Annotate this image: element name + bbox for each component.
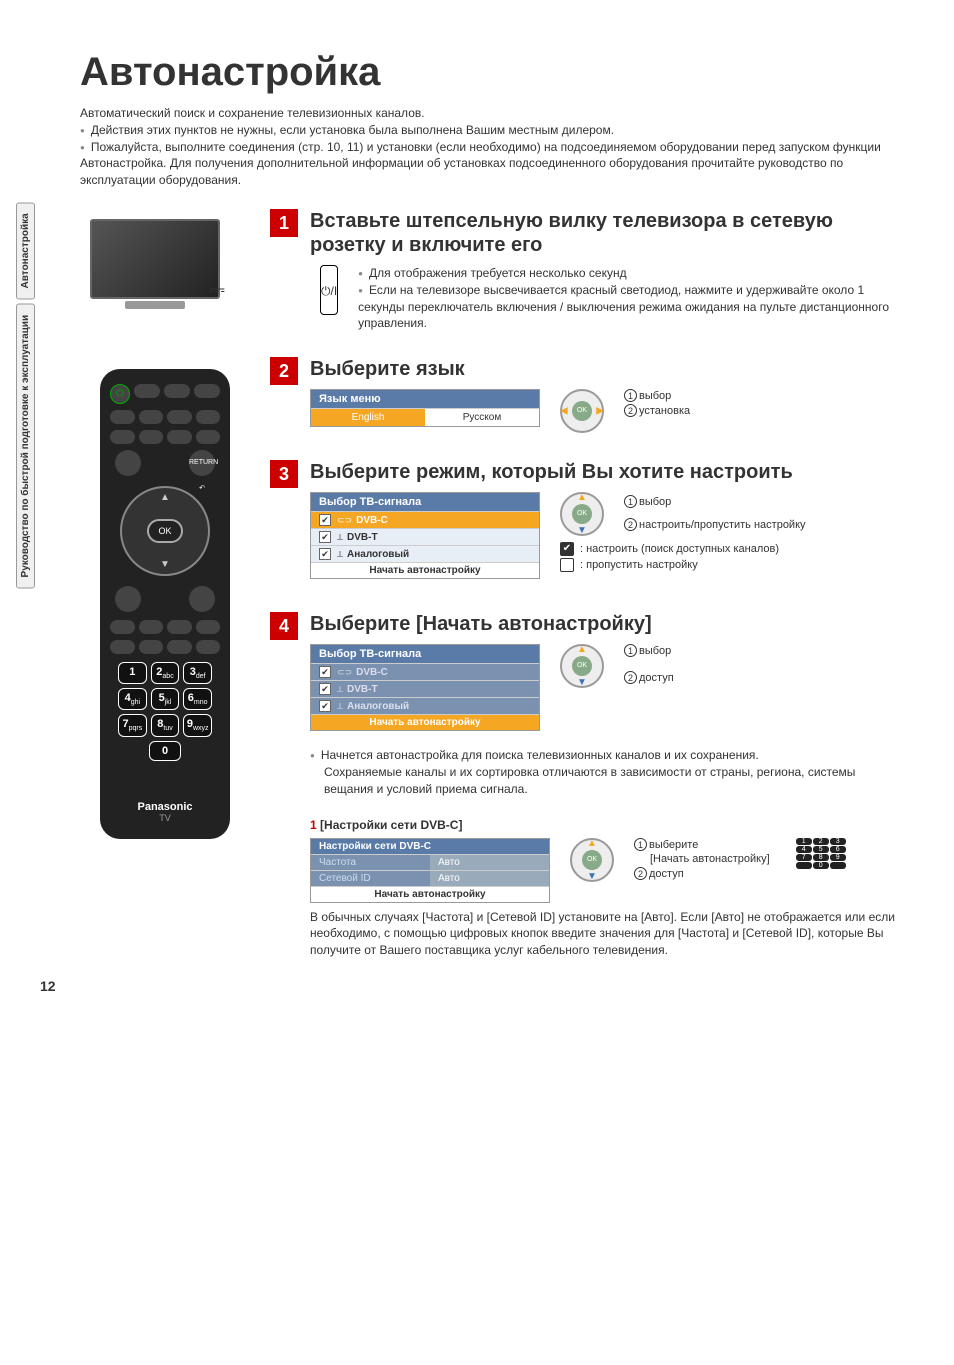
step-3: 3 Выберите режим, который Вы хотите наст… bbox=[270, 460, 904, 587]
step4-note: Начнется автонастройка для поиска телеви… bbox=[310, 747, 904, 797]
tv-illustration: ⎓ bbox=[80, 219, 230, 339]
remote-illustration: ⏻ RETURN↶ OK 12abc3def 4ghi5jkl6mno 7pqr… bbox=[100, 369, 230, 839]
note-bullet: Начнется автонастройка для поиска телеви… bbox=[310, 747, 904, 764]
table-head: Настройки сети DVB-C bbox=[311, 839, 549, 854]
dpad-icon: OK bbox=[570, 838, 614, 882]
mini-keypad-icon: 123 456 789 0 bbox=[796, 838, 846, 869]
step-2: 2 Выберите язык Язык меню English Русско… bbox=[270, 357, 904, 435]
table-label: Сетевой ID bbox=[311, 871, 430, 886]
nav-label: выбор bbox=[639, 496, 671, 508]
menu-item: DVB-T bbox=[347, 532, 378, 543]
dvbc-settings-table: Настройки сети DVB-C ЧастотаАвто Сетевой… bbox=[310, 838, 550, 903]
intro-bullet: Пожалуйста, выполните соединения (стр. 1… bbox=[80, 139, 904, 189]
menu-header: Язык меню bbox=[311, 390, 539, 408]
intro-line: Автоматический поиск и сохранение телеви… bbox=[80, 105, 904, 122]
signal-menu: Выбор ТВ-сигнала ✔⊂⊃DVB-C ✔⟂DVB-T ✔⟂Анал… bbox=[310, 644, 540, 731]
nav-label: доступ bbox=[649, 868, 684, 880]
step-number: 3 bbox=[270, 460, 298, 488]
menu-start: Начать автонастройку bbox=[311, 714, 539, 730]
intro-bullet: Действия этих пунктов не нужны, если уст… bbox=[80, 122, 904, 139]
step-bullet: Для отображения требуется несколько секу… bbox=[358, 265, 904, 282]
page-title: Автонастройка bbox=[80, 50, 904, 95]
lang-option-selected: English bbox=[311, 409, 425, 426]
nav-label: выберите bbox=[649, 839, 698, 851]
remote-tv-label: TV bbox=[110, 813, 220, 823]
power-icon: ⏻/I bbox=[320, 265, 338, 315]
table-value: Авто bbox=[430, 855, 549, 870]
nav-label: выбор bbox=[639, 390, 671, 402]
nav-sublabel: [Начать автонастройку] bbox=[650, 853, 770, 865]
menu-item: DVB-T bbox=[347, 684, 378, 695]
step-4: 4 Выберите [Начать автонастройку] Выбор … bbox=[270, 612, 904, 959]
step-number: 2 bbox=[270, 357, 298, 385]
dpad-icon: OK bbox=[560, 644, 604, 688]
menu-item: Аналоговый bbox=[347, 549, 409, 560]
dpad-icon: OK bbox=[560, 492, 604, 536]
page-number: 12 bbox=[40, 978, 56, 994]
substep-plain: В обычных случаях [Частота] и [Сетевой I… bbox=[310, 909, 904, 959]
menu-item: DVB-C bbox=[356, 515, 388, 526]
nav-label: настроить/пропустить настройку bbox=[639, 519, 806, 531]
side-tabs: Руководство по быстрой подготовке к эксп… bbox=[20, 200, 31, 588]
step-title: Выберите режим, который Вы хотите настро… bbox=[310, 460, 904, 484]
table-start: Начать автонастройку bbox=[311, 887, 549, 902]
menu-header: Выбор ТВ-сигнала bbox=[311, 645, 539, 663]
remote-brand: Panasonic bbox=[110, 801, 220, 813]
nav-label: выбор bbox=[639, 645, 671, 657]
language-menu: Язык меню English Русском bbox=[310, 389, 540, 427]
table-label: Частота bbox=[311, 855, 430, 870]
step-title: Вставьте штепсельную вилку телевизора в … bbox=[310, 209, 904, 257]
signal-menu: Выбор ТВ-сигнала ✔⊂⊃DVB-C ✔⟂DVB-T ✔⟂Анал… bbox=[310, 492, 540, 579]
step-title: Выберите язык bbox=[310, 357, 904, 381]
menu-header: Выбор ТВ-сигнала bbox=[311, 493, 539, 511]
step-1: 1 Вставьте штепсельную вилку телевизора … bbox=[270, 209, 904, 332]
legend: ✔: настроить (поиск доступных каналов) :… bbox=[560, 542, 806, 572]
side-tab-guide: Руководство по быстрой подготовке к эксп… bbox=[16, 304, 35, 589]
menu-start: Начать автонастройку bbox=[311, 562, 539, 578]
table-value: Авто bbox=[430, 871, 549, 886]
dpad-icon: OK▶ bbox=[560, 389, 604, 433]
step-title: Выберите [Начать автонастройку] bbox=[310, 612, 904, 636]
menu-item: Аналоговый bbox=[347, 701, 409, 712]
nav-label: доступ bbox=[639, 672, 674, 684]
intro-block: Автоматический поиск и сохранение телеви… bbox=[80, 105, 904, 189]
nav-label: установка bbox=[639, 405, 690, 417]
step-number: 1 bbox=[270, 209, 298, 237]
legend-text: : настроить (поиск доступных каналов) bbox=[580, 543, 779, 555]
substep-head: 1 [Настройки сети DVB-C] bbox=[310, 818, 904, 832]
lang-option: Русском bbox=[425, 409, 539, 426]
menu-item: DVB-C bbox=[356, 667, 388, 678]
side-tab-section: Автонастройка bbox=[16, 202, 35, 299]
note-plain: Сохраняемые каналы и их сортировка отлич… bbox=[324, 764, 904, 798]
legend-text: : пропустить настройку bbox=[580, 559, 698, 571]
step-bullet: Если на телевизоре высвечивается красный… bbox=[358, 282, 904, 332]
step-number: 4 bbox=[270, 612, 298, 640]
